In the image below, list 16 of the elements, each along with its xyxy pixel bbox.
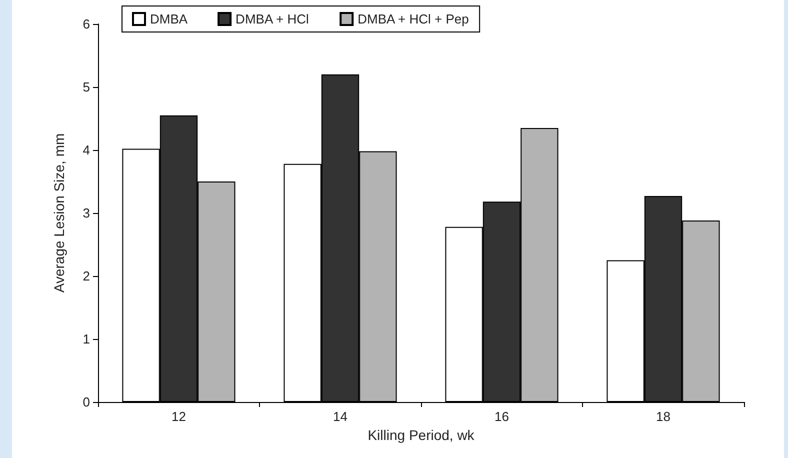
y-tick-label: 4	[82, 142, 90, 158]
legend-label: DMBA	[150, 12, 188, 26]
legend-label: DMBA + HCl	[236, 12, 309, 26]
x-tick-label: 16	[494, 409, 509, 424]
y-tick-label: 6	[82, 16, 90, 32]
y-tick-label: 0	[82, 394, 90, 410]
x-tick-label: 18	[656, 409, 670, 424]
y-tick-label: 1	[82, 332, 90, 346]
y-tick-label: 3	[82, 206, 90, 220]
y-axis-title: Average Lesion Size, mm	[51, 133, 67, 293]
x-axis-title: Killing Period, wk	[368, 427, 476, 443]
x-tick-label: 12	[172, 409, 186, 424]
y-tick-label: 2	[82, 268, 90, 284]
x-tick-label: 14	[333, 409, 348, 424]
y-tick-label: 5	[82, 80, 90, 94]
legend-label: DMBA + HCl + Pep	[358, 12, 469, 26]
